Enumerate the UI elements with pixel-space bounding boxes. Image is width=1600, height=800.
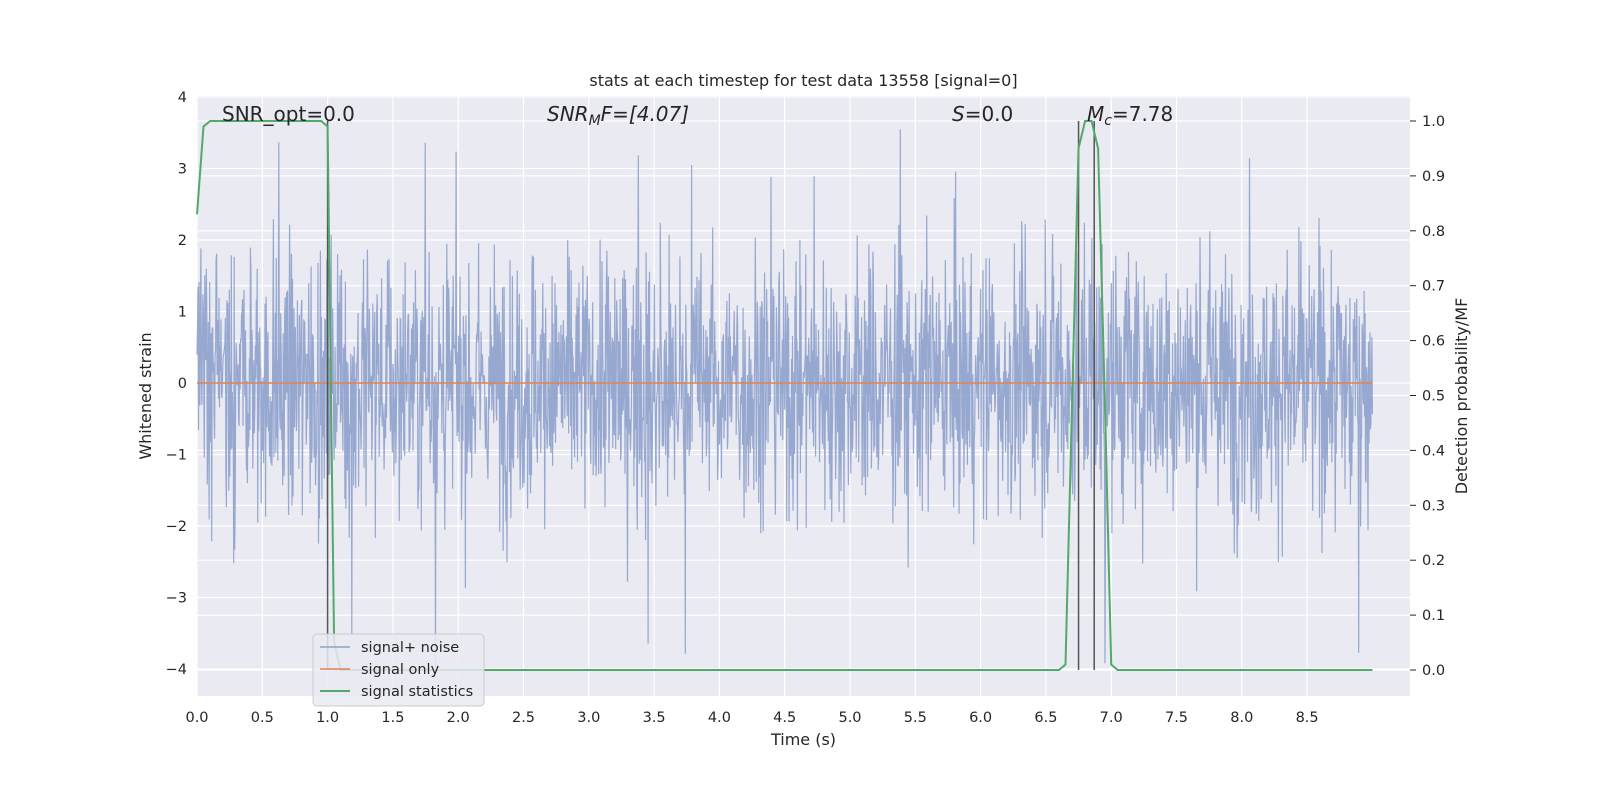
snr-opt-annotation: SNR_opt=0.0	[222, 102, 355, 126]
x-tick-label: 2.0	[447, 710, 470, 726]
legend-label-signal-statistics: signal statistics	[361, 684, 473, 700]
chart-title: stats at each timestep for test data 135…	[589, 71, 1017, 90]
snr-mf-rest: F=[4.07]	[601, 102, 689, 126]
series-signal-noise	[196, 129, 1373, 669]
snr-mf-main: SNR	[547, 102, 589, 126]
x-axis-label: Time (s)	[770, 730, 836, 749]
snr-mf-annotation: SNRMF=[4.07]	[547, 102, 689, 129]
snr-mf-sub: M	[589, 113, 601, 129]
y-tick-label: 2	[178, 233, 187, 249]
x-tick-label: 7.0	[1100, 710, 1123, 726]
x-tick-label: 4.0	[708, 710, 731, 726]
ticks: 0.0 0.5 1.0 1.5 2.0 2.5 3.0 3.5 4.0 4.5 5.0 5.5 6.0 6…	[166, 90, 1445, 726]
legend-label-signal-noise: signal+ noise	[361, 640, 459, 656]
x-tick-label: 5.0	[838, 710, 861, 726]
series-signal-statistics	[196, 120, 1373, 671]
s-main: S	[952, 102, 965, 126]
x-tick-label: 6.5	[1034, 710, 1057, 726]
legend: signal+ noise signal only signal statist…	[312, 633, 485, 707]
mc-sub: c	[1104, 113, 1112, 129]
y-tick-label: 1	[178, 305, 187, 321]
x-tick-label: 8.0	[1230, 710, 1253, 726]
x-tick-label: 5.5	[904, 710, 927, 726]
y-tick-label: −2	[166, 519, 187, 535]
x-tick-label: 2.5	[512, 710, 535, 726]
y2-tick-label: 0.6	[1422, 334, 1445, 350]
x-tick-label: 0.5	[251, 710, 274, 726]
y2-tick-label: 0.8	[1422, 224, 1445, 240]
x-tick-label: 1.0	[316, 710, 339, 726]
y2-tick-label: 0.4	[1422, 443, 1445, 459]
y2-tick-label: 0.1	[1422, 608, 1445, 624]
y2-tick-label: 0.9	[1422, 169, 1445, 185]
mc-annotation: Mc=7.78	[1087, 102, 1173, 129]
legend-label-signal-only: signal only	[361, 662, 440, 678]
y-tick-label: 0	[178, 376, 187, 392]
mc-main: M	[1087, 102, 1104, 126]
legend-box	[312, 633, 485, 707]
x-tick-label: 7.5	[1165, 710, 1188, 726]
y2-tick-label: 0.5	[1422, 389, 1445, 405]
y-tick-label: −3	[166, 591, 187, 607]
mc-rest: =7.78	[1112, 102, 1173, 126]
y2-tick-label: 0.0	[1422, 663, 1445, 679]
y-axis-label: Whitened strain	[136, 332, 155, 459]
y2-tick-label: 0.3	[1422, 498, 1445, 514]
y2-tick-label: 0.7	[1422, 279, 1445, 295]
series-layer	[196, 120, 1373, 671]
y2-tick-label: 0.2	[1422, 553, 1445, 569]
y-tick-label: 4	[178, 90, 187, 106]
x-tick-label: 3.0	[577, 710, 600, 726]
y2-axis-label: Detection probability/MF	[1452, 298, 1471, 495]
y-tick-label: 3	[178, 162, 187, 178]
x-tick-label: 3.5	[643, 710, 666, 726]
s-rest: =0.0	[965, 102, 1014, 126]
y2-tick-label: 1.0	[1422, 114, 1445, 130]
y-tick-label: −1	[166, 448, 187, 464]
s-annotation: S=0.0	[952, 102, 1013, 126]
y-tick-label: −4	[166, 662, 187, 678]
x-tick-label: 0.0	[185, 710, 208, 726]
x-tick-label: 6.0	[969, 710, 992, 726]
x-tick-label: 4.5	[773, 710, 796, 726]
x-tick-label: 8.5	[1296, 710, 1319, 726]
x-tick-label: 1.5	[381, 710, 404, 726]
